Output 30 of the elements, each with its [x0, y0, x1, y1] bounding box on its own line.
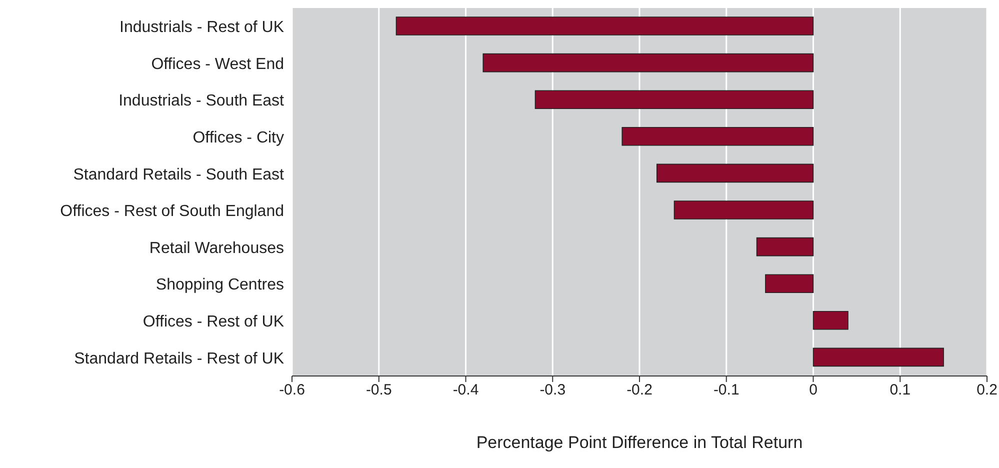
x-tick-label: -0.3	[540, 382, 566, 399]
y-tick-label: Shopping Centres	[156, 276, 284, 294]
x-tick-label: -0.1	[713, 382, 740, 399]
bar	[765, 274, 814, 293]
y-tick-label: Standard Retails - Rest of UK	[74, 350, 284, 368]
y-tick-label: Standard Retails - South East	[73, 166, 285, 184]
bar	[622, 127, 814, 146]
y-tick-label: Offices - Rest of UK	[142, 313, 284, 330]
y-tick-label: Industrials - Rest of UK	[120, 19, 284, 36]
x-tick-label: -0.5	[366, 382, 392, 399]
y-tick-label: Industrials - South East	[118, 92, 285, 110]
bar	[674, 200, 814, 220]
bar	[812, 348, 944, 367]
x-tick-label: 0.1	[890, 382, 911, 399]
bar	[756, 237, 814, 256]
x-tick-label: 0.2	[976, 382, 998, 399]
y-tick-label: Offices - City	[192, 129, 284, 146]
x-tick-label: 0	[809, 382, 818, 399]
y-tick-label: Retail Warehouses	[149, 240, 284, 257]
x-tick-label: -0.2	[626, 382, 652, 399]
x-axis-title: Percentage Point Difference in Total Return	[476, 433, 803, 452]
x-tick-label: -0.4	[452, 382, 479, 399]
y-tick-label: Offices - West End	[151, 56, 284, 73]
bar	[396, 16, 814, 36]
x-tick-label: -0.6	[279, 382, 305, 399]
bar	[482, 53, 814, 72]
bar	[656, 164, 814, 183]
bar	[534, 90, 814, 109]
bar	[812, 311, 848, 330]
y-tick-label: Offices - Rest of South England	[60, 203, 284, 220]
